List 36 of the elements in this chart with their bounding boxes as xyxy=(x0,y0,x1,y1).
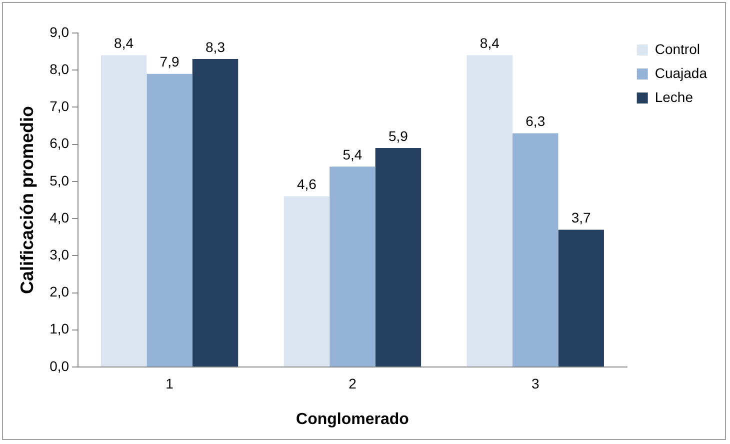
data-label: 8,3 xyxy=(206,38,226,55)
bar xyxy=(100,55,147,366)
legend-label: Control xyxy=(654,40,700,57)
data-label: 5,9 xyxy=(388,128,408,144)
y-tick-label: 3,0 xyxy=(50,246,70,263)
bar xyxy=(330,166,376,366)
bar xyxy=(375,148,422,366)
y-tick-label: 2,0 xyxy=(50,284,70,300)
y-axis-title: Calificación promedio xyxy=(16,106,37,294)
x-tick-label: 2 xyxy=(348,375,357,392)
data-label: 8,4 xyxy=(114,35,134,52)
bar xyxy=(558,230,604,366)
bar xyxy=(512,133,558,366)
y-tick-label: 5,0 xyxy=(50,172,70,188)
x-axis-title: Conglomerado xyxy=(296,410,410,428)
legend-label: Cuajada xyxy=(654,64,708,81)
legend-label: Leche xyxy=(654,88,694,105)
y-tick-label: 9,0 xyxy=(50,24,70,40)
y-tick-label: 7,0 xyxy=(50,98,70,114)
data-label: 4,6 xyxy=(296,176,317,192)
bar xyxy=(192,58,238,366)
y-tick-label: 8,0 xyxy=(50,60,70,77)
bar xyxy=(146,74,192,366)
data-label: 6,3 xyxy=(526,113,546,130)
data-label: 5,4 xyxy=(342,146,362,162)
y-tick-label: 4,0 xyxy=(50,209,70,226)
x-tick-label: 1 xyxy=(166,375,174,392)
y-tick-label: 0,0 xyxy=(50,358,70,374)
bar xyxy=(284,196,330,366)
x-tick-label: 3 xyxy=(531,375,540,392)
y-tick-label: 6,0 xyxy=(50,135,70,152)
data-label: 3,7 xyxy=(571,210,592,226)
data-label: 7,9 xyxy=(160,54,180,70)
data-label: 8,4 xyxy=(480,35,500,52)
y-tick-label: 1,0 xyxy=(50,320,70,337)
bar xyxy=(466,55,513,366)
